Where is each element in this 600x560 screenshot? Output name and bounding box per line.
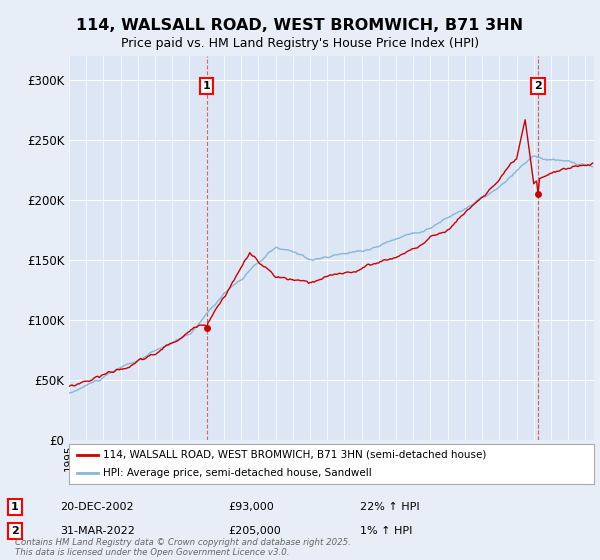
- Text: 1: 1: [11, 502, 19, 512]
- Text: Price paid vs. HM Land Registry's House Price Index (HPI): Price paid vs. HM Land Registry's House …: [121, 36, 479, 50]
- Text: £205,000: £205,000: [228, 526, 281, 536]
- Text: Contains HM Land Registry data © Crown copyright and database right 2025.
This d: Contains HM Land Registry data © Crown c…: [15, 538, 351, 557]
- Text: 2: 2: [534, 81, 542, 91]
- Text: 1: 1: [203, 81, 211, 91]
- Text: 1% ↑ HPI: 1% ↑ HPI: [360, 526, 412, 536]
- Text: HPI: Average price, semi-detached house, Sandwell: HPI: Average price, semi-detached house,…: [103, 468, 372, 478]
- Text: £93,000: £93,000: [228, 502, 274, 512]
- Text: 20-DEC-2002: 20-DEC-2002: [60, 502, 134, 512]
- Text: 22% ↑ HPI: 22% ↑ HPI: [360, 502, 419, 512]
- Text: 114, WALSALL ROAD, WEST BROMWICH, B71 3HN: 114, WALSALL ROAD, WEST BROMWICH, B71 3H…: [76, 18, 524, 32]
- Text: 31-MAR-2022: 31-MAR-2022: [60, 526, 135, 536]
- Text: 114, WALSALL ROAD, WEST BROMWICH, B71 3HN (semi-detached house): 114, WALSALL ROAD, WEST BROMWICH, B71 3H…: [103, 450, 487, 460]
- Text: 2: 2: [11, 526, 19, 536]
